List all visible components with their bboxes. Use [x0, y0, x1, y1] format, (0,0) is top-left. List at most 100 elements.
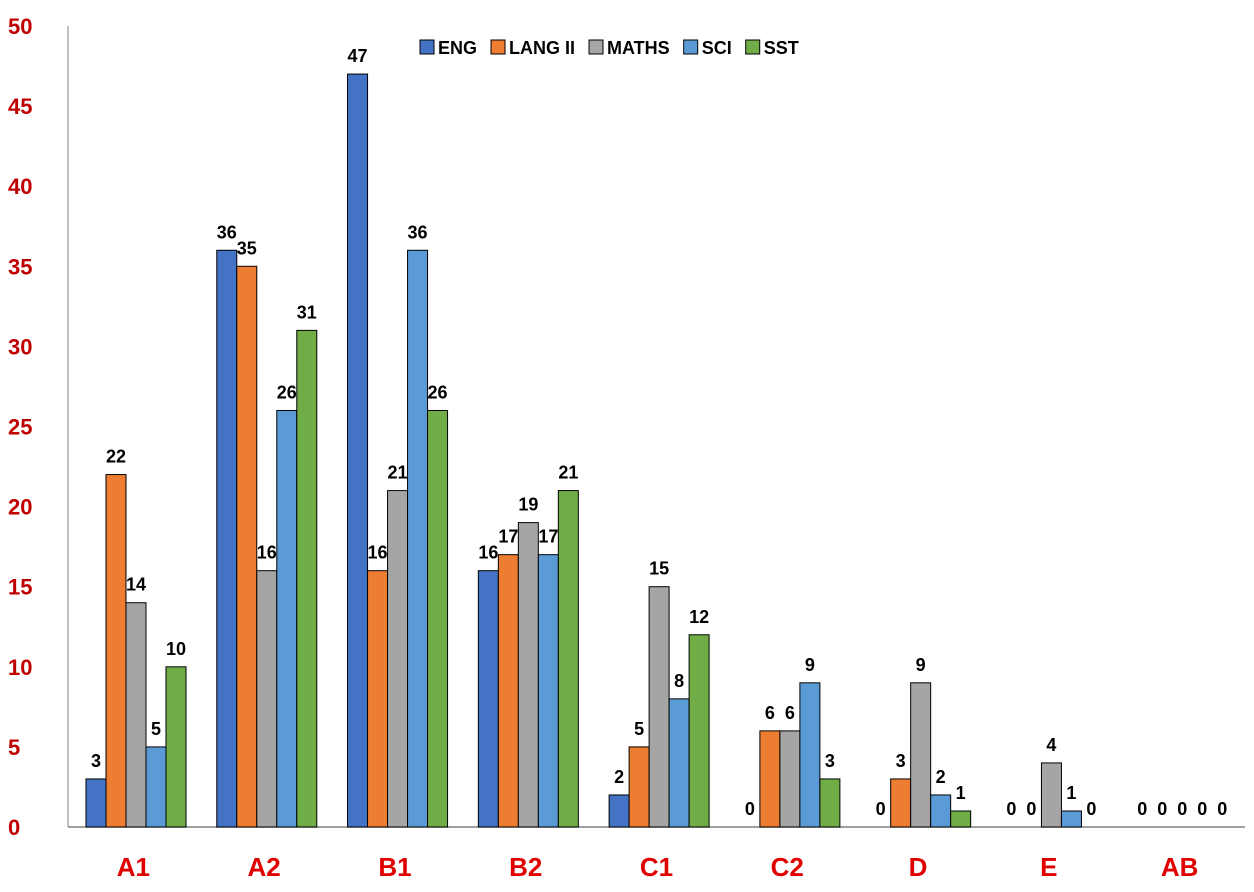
legend-swatch — [745, 39, 761, 55]
x-tick-label: A2 — [248, 852, 281, 882]
data-label: 17 — [538, 527, 558, 547]
data-label: 35 — [237, 238, 257, 258]
data-label: 1 — [1066, 783, 1076, 803]
data-label: 6 — [785, 703, 795, 723]
legend-label: SCI — [702, 38, 732, 58]
bar-lang-ii-c2 — [759, 730, 781, 828]
data-label: 0 — [1026, 799, 1036, 819]
x-tick-label: A1 — [117, 852, 150, 882]
data-label: 21 — [558, 463, 578, 483]
data-label: 26 — [277, 382, 297, 402]
data-label: 14 — [126, 575, 146, 595]
bar-sci-b2 — [537, 554, 559, 828]
data-label: 3 — [825, 751, 835, 771]
bar-maths-b1 — [387, 490, 409, 828]
bar-eng-b1 — [347, 73, 369, 828]
data-label: 3 — [91, 751, 101, 771]
bar-maths-b2 — [517, 522, 539, 828]
data-label: 0 — [1086, 799, 1096, 819]
y-tick-label: 45 — [8, 94, 32, 119]
y-tick-label: 25 — [8, 415, 32, 440]
bar-maths-d — [910, 682, 932, 828]
data-label: 9 — [805, 655, 815, 675]
bar-maths-a1 — [125, 602, 147, 828]
bar-eng-c1 — [608, 794, 630, 828]
bar-sci-d — [930, 794, 952, 828]
y-tick-label: 15 — [8, 575, 32, 600]
x-tick-label: E — [1040, 852, 1057, 882]
data-label: 0 — [745, 799, 755, 819]
data-label: 21 — [388, 463, 408, 483]
legend: ENG LANG II MATHS SCI SST — [419, 38, 799, 58]
bar-lang-ii-a1 — [105, 474, 127, 828]
x-axis: A1 A2 B1 B2 C1 C2 D E AB — [68, 826, 1245, 882]
data-label: 36 — [408, 222, 428, 242]
bar-sst-d — [950, 810, 972, 828]
bar-sst-b2 — [557, 490, 579, 828]
data-label: 4 — [1046, 735, 1056, 755]
data-label: 0 — [1006, 799, 1016, 819]
data-label: 12 — [689, 607, 709, 627]
data-label: 5 — [151, 719, 161, 739]
bar-sci-e — [1060, 810, 1082, 828]
bar-sst-a2 — [296, 329, 318, 828]
y-axis: 0 5 10 15 20 25 30 35 40 45 50 — [8, 14, 69, 840]
y-tick-label: 30 — [8, 334, 32, 359]
data-label: 5 — [634, 719, 644, 739]
data-label: 9 — [916, 655, 926, 675]
bar-sci-c2 — [799, 682, 821, 828]
data-label: 31 — [297, 302, 317, 322]
bar-maths-e — [1040, 762, 1062, 828]
data-label: 26 — [428, 382, 448, 402]
bar-eng-a2 — [216, 249, 238, 828]
bar-sst-c2 — [819, 778, 841, 828]
y-tick-label: 40 — [8, 174, 32, 199]
data-label: 19 — [518, 495, 538, 515]
data-label: 15 — [649, 559, 669, 579]
data-label: 0 — [1137, 799, 1147, 819]
data-label: 17 — [498, 527, 518, 547]
bar-eng-a1 — [85, 778, 107, 828]
y-tick-label: 35 — [8, 254, 32, 279]
bar-maths-a2 — [256, 570, 278, 828]
x-tick-label: AB — [1161, 852, 1199, 882]
bar-lang-ii-c1 — [628, 746, 650, 828]
legend-swatch — [490, 39, 506, 55]
data-label: 16 — [257, 543, 277, 563]
data-label: 3 — [896, 751, 906, 771]
x-tick-label: C2 — [771, 852, 804, 882]
data-labels: 3221451036351626314716213626161719172125… — [91, 46, 1227, 819]
bar-lang-ii-a2 — [236, 265, 258, 828]
x-tick-label: B1 — [378, 852, 411, 882]
y-tick-label: 10 — [8, 655, 32, 680]
bar-sci-a1 — [145, 746, 167, 828]
bar-maths-c2 — [779, 730, 801, 828]
data-label: 16 — [478, 543, 498, 563]
y-tick-label: 50 — [8, 14, 32, 39]
bar-sst-a1 — [165, 666, 187, 828]
data-label: 10 — [166, 639, 186, 659]
data-label: 36 — [217, 222, 237, 242]
bars — [85, 73, 1082, 828]
legend-label: ENG — [438, 38, 477, 58]
x-tick-label: D — [909, 852, 928, 882]
legend-swatch — [683, 39, 699, 55]
data-label: 16 — [368, 543, 388, 563]
data-label: 22 — [106, 447, 126, 467]
bar-sst-c1 — [688, 634, 710, 828]
data-label: 0 — [1177, 799, 1187, 819]
legend-label: SST — [764, 38, 799, 58]
legend-label: LANG II — [509, 38, 575, 58]
bar-sci-b1 — [407, 249, 429, 828]
bar-eng-b2 — [477, 570, 499, 828]
data-label: 8 — [674, 671, 684, 691]
legend-swatch — [588, 39, 604, 55]
bar-lang-ii-b1 — [367, 570, 389, 828]
data-label: 0 — [1157, 799, 1167, 819]
y-tick-label: 0 — [8, 815, 20, 840]
data-label: 2 — [936, 767, 946, 787]
bar-sst-b1 — [427, 409, 449, 828]
y-tick-label: 5 — [8, 735, 20, 760]
data-label: 2 — [614, 767, 624, 787]
